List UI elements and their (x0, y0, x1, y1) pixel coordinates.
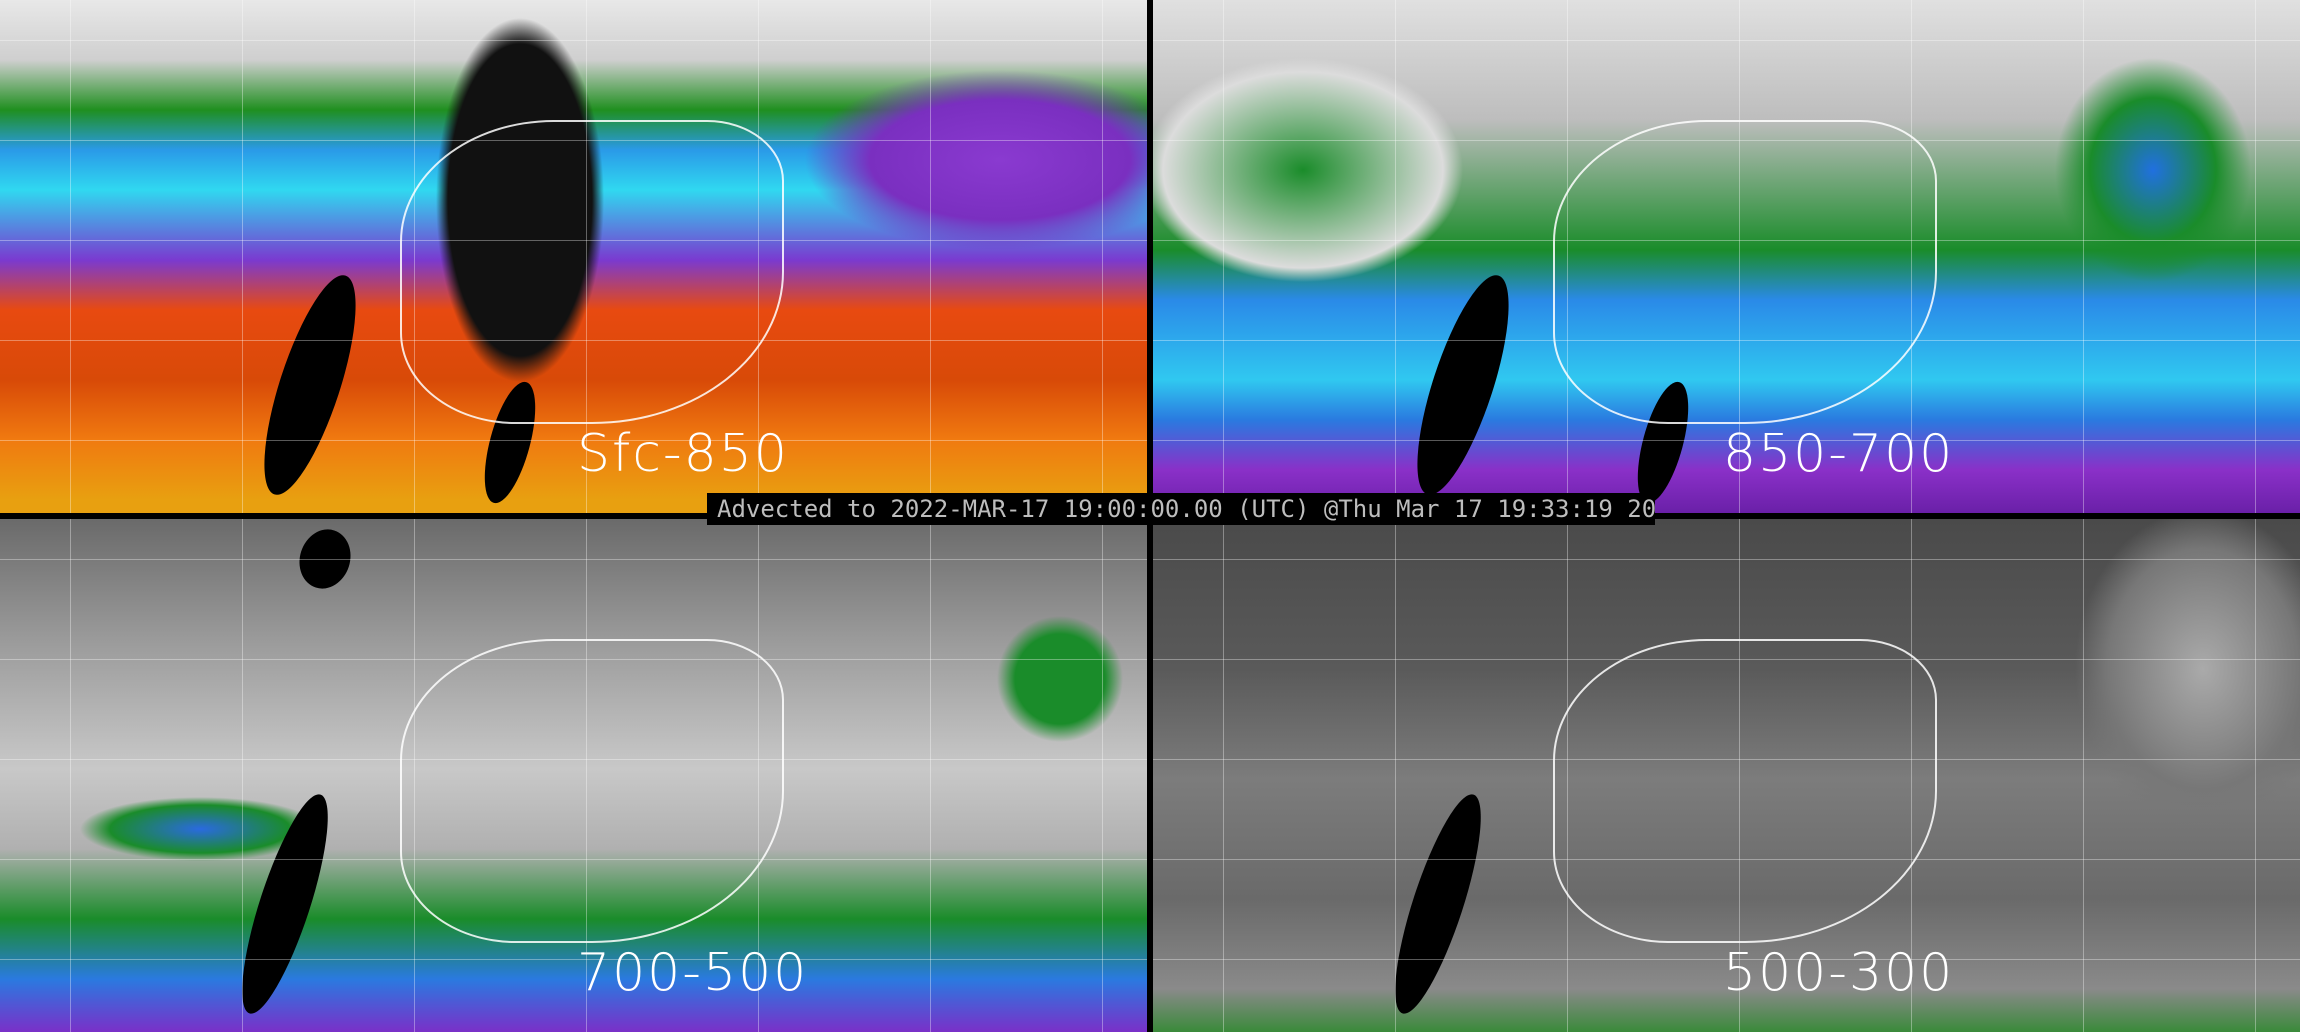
lat-lon-grid (1153, 519, 2300, 1032)
panel-label: 500-300 (1723, 943, 1955, 1003)
lat-lon-grid (1153, 0, 2300, 513)
panel-700-500: 700-500 (0, 519, 1147, 1032)
north-america-outline (1553, 639, 1937, 943)
panel-label: Sfc-850 (577, 424, 789, 484)
panel-500-300: 500-300 (1153, 519, 2300, 1032)
panel-sfc-850: Sfc-850 (0, 0, 1147, 513)
lat-lon-grid (0, 0, 1147, 513)
panel-label: 700-500 (577, 943, 809, 1003)
north-america-outline (400, 639, 784, 943)
panel-850-700: 850-700 (1153, 0, 2300, 513)
timestamp-bar: Advected to 2022-MAR-17 19:00:00.00 (UTC… (707, 493, 1655, 525)
panel-label: 850-700 (1723, 424, 1955, 484)
north-america-outline (1553, 120, 1937, 424)
lat-lon-grid (0, 519, 1147, 1032)
north-america-outline (400, 120, 784, 424)
